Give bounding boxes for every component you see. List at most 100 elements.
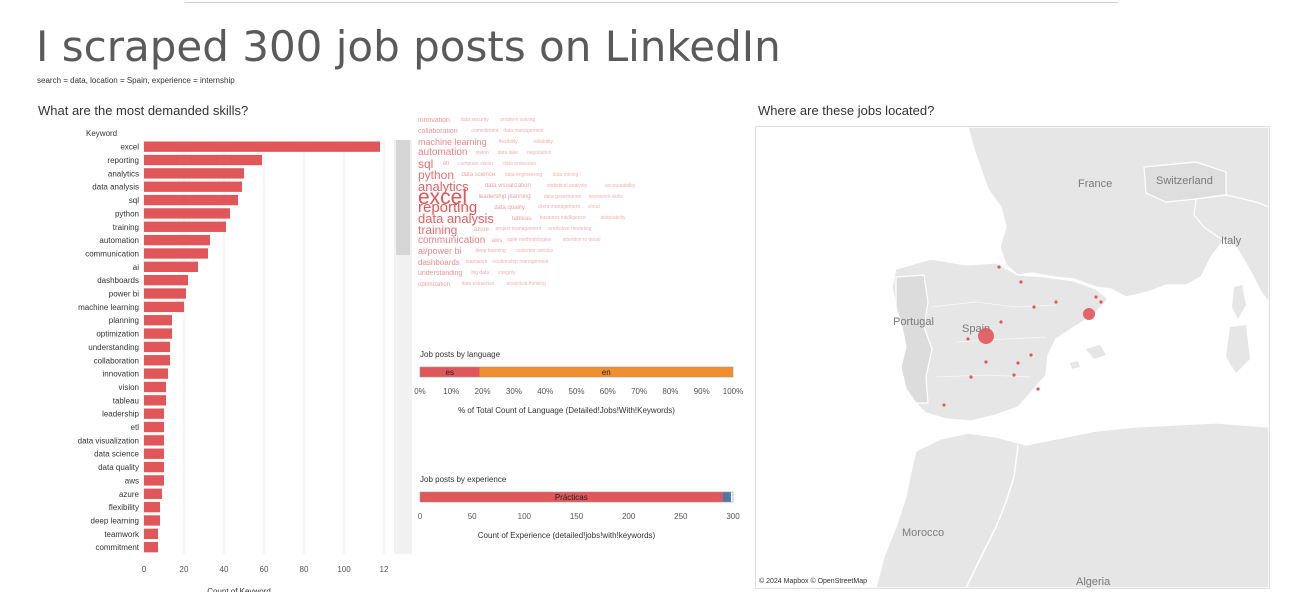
jobs-location-map[interactable]: France Switzerland Italy Portugal Spain … [755, 126, 1270, 589]
kw-bar[interactable] [144, 488, 162, 499]
wordcloud-word[interactable]: understanding [418, 270, 463, 278]
kw-bar[interactable] [144, 501, 160, 513]
kw-bar[interactable] [144, 234, 210, 246]
wordcloud-word[interactable]: flexibility [498, 138, 518, 145]
wordcloud-word[interactable]: data management [503, 127, 544, 134]
location-marker[interactable] [1012, 373, 1016, 377]
wordcloud-word[interactable]: adaptability [600, 215, 626, 222]
stacked-segment[interactable] [420, 367, 480, 377]
kw-bar[interactable] [144, 355, 170, 366]
location-marker[interactable] [969, 375, 973, 379]
wordcloud-word[interactable]: data visualization [484, 183, 531, 190]
kw-bar[interactable] [144, 542, 158, 553]
wordcloud-word[interactable]: reliability [533, 138, 553, 145]
wordcloud-word[interactable]: machine learning [418, 136, 487, 147]
location-marker[interactable] [966, 337, 970, 341]
kw-bar[interactable] [144, 194, 238, 206]
wordcloud-word[interactable]: collaboration [418, 127, 458, 135]
location-marker[interactable] [1016, 361, 1020, 365]
wordcloud-word[interactable]: big data [471, 270, 490, 277]
wordcloud-word[interactable]: deep learning [475, 248, 506, 255]
location-marker[interactable] [997, 265, 1001, 269]
wordcloud-word[interactable]: agile methodologies [506, 237, 552, 244]
wordcloud-word[interactable]: data governance [543, 193, 582, 200]
wordcloud-word[interactable]: sql [418, 157, 434, 172]
wordcloud-word[interactable]: aws [491, 237, 503, 244]
location-marker[interactable] [1054, 300, 1058, 304]
stacked-segment[interactable] [420, 492, 723, 502]
wordcloud-word[interactable]: accountability [605, 182, 636, 189]
wordcloud-word[interactable]: predictive modeling [548, 226, 592, 233]
kw-bar[interactable] [144, 515, 160, 526]
wordcloud-word[interactable]: communication [418, 234, 486, 246]
location-marker[interactable] [984, 360, 988, 364]
location-marker[interactable] [1094, 295, 1098, 299]
location-marker[interactable] [978, 328, 994, 344]
wordcloud-word[interactable]: reporting [418, 199, 478, 217]
kw-bar[interactable] [144, 288, 186, 299]
wordcloud-word[interactable]: data lake [497, 149, 518, 156]
location-marker[interactable] [1036, 387, 1040, 391]
wordcloud-word[interactable]: azure [473, 226, 489, 233]
wordcloud-word[interactable]: problem solving [500, 116, 536, 123]
kw-bar[interactable] [144, 315, 172, 326]
kw-bar[interactable] [144, 168, 244, 179]
stacked-segment[interactable] [722, 492, 731, 502]
wordcloud-word[interactable]: attention to detail [562, 237, 601, 244]
kw-scrollbar-thumb[interactable] [396, 140, 410, 255]
wordcloud-word[interactable]: client management [537, 204, 580, 211]
wordcloud-word[interactable]: data security [460, 116, 489, 123]
wordcloud-word[interactable]: excel [418, 185, 468, 209]
kw-bar[interactable] [144, 421, 164, 433]
wordcloud-word[interactable]: tableau [511, 215, 532, 222]
stacked-segment[interactable] [479, 367, 733, 377]
kw-bar[interactable] [144, 408, 164, 419]
wordcloud-word[interactable]: training [418, 222, 458, 237]
kw-bar[interactable] [144, 341, 170, 353]
wordcloud-word[interactable]: data analysis [418, 211, 494, 227]
wordcloud-word[interactable]: negotiation [527, 149, 552, 156]
wordcloud-word[interactable]: leadership planning [478, 194, 531, 201]
wordcloud-word[interactable]: computer vision [458, 160, 494, 167]
kw-bar[interactable] [144, 368, 168, 379]
kw-bar[interactable] [144, 528, 158, 539]
wordcloud-word[interactable]: optimization [418, 281, 451, 288]
wordcloud-word[interactable]: data extraction [461, 281, 495, 288]
wordcloud-word[interactable]: commitment [471, 127, 499, 134]
wordcloud-word[interactable]: data science [461, 172, 496, 179]
kw-bar[interactable] [144, 328, 172, 339]
location-marker[interactable] [1019, 280, 1023, 284]
wordcloud-word[interactable]: integrity [498, 270, 516, 277]
wordcloud-word[interactable]: data engineering [504, 171, 543, 178]
kw-bar[interactable] [144, 208, 230, 219]
location-marker[interactable] [999, 320, 1003, 324]
kw-bar[interactable] [144, 461, 164, 473]
wordcloud-word[interactable]: relationship management [492, 259, 549, 266]
wordcloud-word[interactable]: teamwork [465, 259, 488, 266]
kw-bar[interactable] [144, 475, 164, 486]
kw-bar[interactable] [144, 261, 198, 272]
wordcloud-word[interactable]: dashboards [418, 257, 460, 267]
wordcloud-word[interactable]: data protection [503, 160, 537, 167]
kw-bar[interactable] [144, 275, 188, 286]
kw-bar[interactable] [144, 221, 226, 232]
location-marker[interactable] [1083, 308, 1095, 320]
wordcloud-word[interactable]: analytical thinking [506, 281, 546, 288]
location-marker[interactable] [1099, 300, 1103, 304]
wordcloud-word[interactable]: data quality [494, 204, 525, 211]
kw-bar[interactable] [144, 435, 164, 446]
wordcloud-word[interactable]: vision [476, 149, 489, 156]
kw-bar[interactable] [144, 154, 262, 166]
wordcloud-word[interactable]: automation [418, 147, 468, 159]
kw-bar[interactable] [144, 181, 242, 192]
wordcloud-word[interactable]: statistical analysis [547, 182, 588, 189]
wordcloud-word[interactable]: teamwork skills [588, 193, 623, 200]
kw-bar[interactable] [144, 395, 166, 406]
wordcloud-word[interactable]: etl [442, 161, 450, 168]
kw-bar[interactable] [144, 301, 184, 313]
wordcloud-word[interactable]: customer service [515, 248, 554, 255]
kw-bar[interactable] [144, 448, 164, 459]
location-marker[interactable] [942, 403, 946, 407]
wordcloud-word[interactable]: business intelligence [539, 215, 586, 222]
wordcloud-word[interactable]: project management [495, 226, 542, 233]
